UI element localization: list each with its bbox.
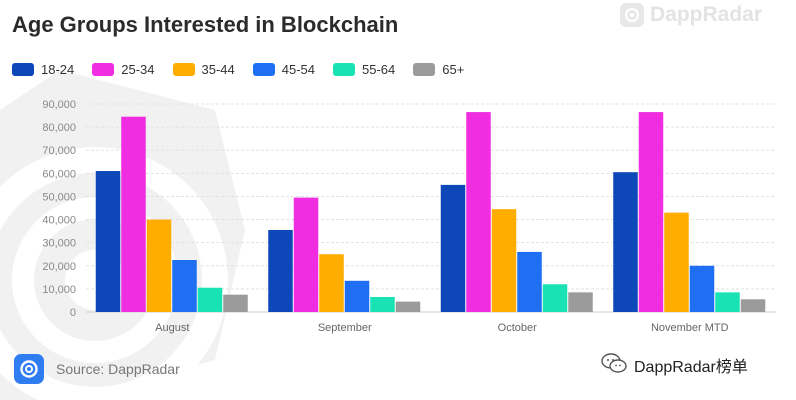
bar-35-44-november-mtd bbox=[664, 212, 689, 312]
bar-25-34-september bbox=[293, 197, 319, 312]
legend-item: 18-24 bbox=[12, 62, 74, 77]
legend-swatch bbox=[413, 62, 436, 76]
y-tick-label: 70,000 bbox=[42, 145, 76, 157]
wechat-handle-text: DappRadar榜单 bbox=[634, 359, 748, 376]
bar-35-44-august bbox=[146, 219, 172, 312]
bar-65+-november-mtd bbox=[740, 299, 766, 312]
bar-65+-september bbox=[395, 301, 421, 312]
bar-55-64-august bbox=[197, 287, 223, 312]
bar-18-24-november-mtd bbox=[613, 172, 638, 312]
bar-25-34-october bbox=[466, 112, 491, 312]
legend-label: 25-34 bbox=[121, 61, 155, 77]
bar-65+-august bbox=[223, 294, 248, 312]
bar-55-64-october bbox=[542, 284, 568, 312]
legend-swatch bbox=[92, 62, 115, 76]
legend-item: 25-34 bbox=[92, 61, 155, 77]
y-tick-label: 40,000 bbox=[42, 215, 76, 227]
source-text: Source: DappRadar bbox=[56, 361, 180, 377]
legend-item: 55-64 bbox=[333, 62, 395, 77]
bar-25-34-august bbox=[121, 116, 146, 312]
y-tick-label: 60,000 bbox=[42, 168, 76, 180]
legend-label: 45-54 bbox=[281, 61, 315, 77]
legend-label: 35-44 bbox=[201, 61, 235, 77]
bar-65+-october bbox=[568, 292, 593, 312]
y-tick-label: 10,000 bbox=[42, 284, 76, 296]
dappradar-logo-icon bbox=[14, 354, 44, 384]
y-tick-label: 30,000 bbox=[42, 238, 76, 250]
legend-label: 65+ bbox=[442, 61, 465, 77]
legend-label: 18-24 bbox=[41, 61, 75, 77]
y-tick-label: 20,000 bbox=[42, 261, 76, 273]
chart-title: Age Groups Interested in Blockchain bbox=[12, 12, 399, 37]
bar-18-24-september bbox=[268, 229, 293, 312]
wechat-icon bbox=[600, 352, 628, 379]
bar-35-44-october bbox=[491, 209, 517, 312]
legend-swatch bbox=[252, 62, 275, 76]
y-tick-label: 0 bbox=[70, 307, 76, 319]
legend-label: 55-64 bbox=[362, 61, 396, 77]
bar-45-54-november-mtd bbox=[689, 265, 715, 312]
dappradar-logo-icon bbox=[620, 3, 644, 27]
x-tick-label: October bbox=[498, 322, 537, 334]
bar-55-64-november-mtd bbox=[715, 292, 740, 312]
y-tick-label: 50,000 bbox=[42, 191, 76, 203]
bar-35-44-september bbox=[319, 254, 344, 312]
y-tick-label: 90,000 bbox=[42, 99, 76, 111]
bar-45-54-october bbox=[517, 251, 542, 312]
bar-25-34-november-mtd bbox=[638, 112, 664, 312]
x-tick-label: August bbox=[155, 322, 189, 334]
y-tick-label: 80,000 bbox=[42, 122, 76, 134]
legend-swatch bbox=[172, 62, 195, 76]
legend-item: 65+ bbox=[413, 62, 464, 77]
chart-legend: 18-24 25-34 35-44 45-54 55-64 65+ bbox=[12, 60, 482, 78]
legend-swatch bbox=[12, 62, 34, 76]
bar-55-64-september bbox=[370, 296, 395, 312]
wechat-handle: DappRadar榜单 bbox=[600, 352, 748, 378]
x-tick-label: November MTD bbox=[651, 322, 729, 334]
legend-item: 45-54 bbox=[252, 61, 315, 77]
legend-swatch bbox=[333, 62, 355, 76]
bar-18-24-october bbox=[440, 184, 466, 312]
legend-item: 35-44 bbox=[172, 61, 235, 77]
x-tick-label: September bbox=[318, 322, 372, 334]
bar-45-54-august bbox=[172, 260, 197, 312]
source-row: Source: DappRadar bbox=[14, 354, 180, 384]
brand-name: DappRadar bbox=[650, 3, 763, 26]
brand-watermark: DappRadar bbox=[620, 2, 762, 28]
bar-18-24-august bbox=[95, 171, 121, 312]
bar-45-54-september bbox=[344, 280, 370, 312]
